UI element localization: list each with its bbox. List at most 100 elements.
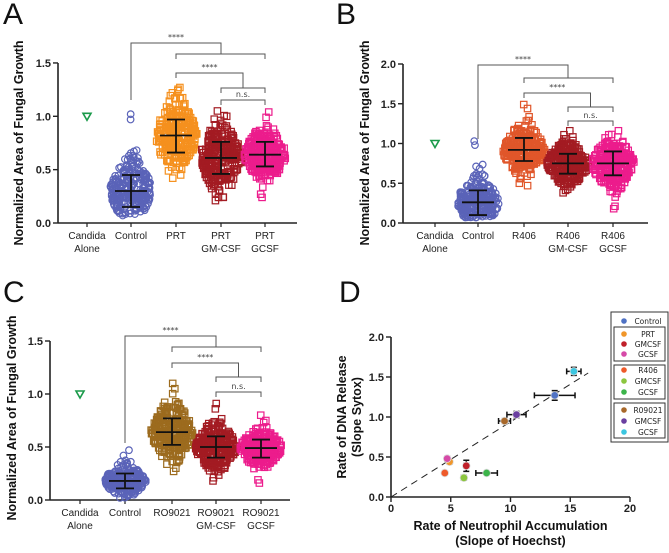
x-axis-title: (Slope of Hoechst) (455, 534, 565, 548)
y-axis-title: Rate of DNA Release (335, 355, 349, 478)
significance-bracket (171, 362, 262, 382)
data-point-circle (488, 196, 497, 205)
data-point-square (199, 164, 208, 173)
data-point-circle (458, 193, 467, 202)
group-control (101, 446, 150, 502)
data-point-square (555, 177, 564, 186)
data-point-square (173, 401, 182, 410)
data-point-circle (114, 207, 122, 216)
data-point-square (611, 202, 619, 211)
data-point-square (176, 171, 185, 179)
category-label: Alone (67, 521, 93, 532)
data-point-circle (115, 164, 124, 172)
data-point-square (246, 144, 254, 153)
x-tick-label: 10 (504, 503, 516, 515)
panel-d: D 0 5 10 15 20 0.0 0.5 1.0 1.5 2.0 Rate of Neutroph… (335, 276, 669, 548)
data-point-square (197, 145, 206, 154)
data-point-square (172, 464, 180, 473)
data-point-square (201, 441, 210, 449)
scatter-point-r09021 (497, 416, 512, 426)
category-label: Alone (74, 244, 100, 255)
data-point-square (213, 107, 222, 115)
data-point-circle (122, 178, 131, 187)
data-point-square (171, 153, 179, 161)
data-point-square (510, 125, 519, 134)
y-axis-title: Normalized Area of Fungal Growth (358, 40, 372, 245)
scatter-point-r406-gmcsf (459, 473, 469, 482)
data-point-square (622, 173, 630, 181)
data-point-circle (130, 477, 139, 486)
y-tick-label: 0.5 (36, 165, 51, 177)
data-point-square (156, 148, 164, 156)
data-point (512, 410, 521, 419)
data-point-square (216, 116, 225, 125)
category-label: PRT (211, 231, 231, 242)
data-point-circle (126, 115, 135, 124)
category-label: Control (462, 231, 494, 242)
x-axis-title: Rate of Neutrophil Accumulation (414, 519, 608, 533)
data-point-square (563, 142, 572, 150)
data-point-square (175, 455, 184, 464)
data-point-square (263, 125, 271, 134)
data-point-square (156, 120, 164, 128)
data-point-circle (133, 165, 142, 174)
data-point-square (161, 434, 170, 443)
data-point-square (254, 130, 263, 139)
data-point-square (158, 452, 166, 461)
y-tick-label: 1.5 (28, 336, 43, 348)
x-tick-label: 15 (564, 503, 576, 515)
y-axis-title: Normalized Area of Fungal Growth (5, 315, 19, 520)
legend-swatch (621, 429, 627, 435)
legend-label: GCSF (638, 428, 658, 437)
data-point-square (246, 149, 255, 157)
data-point-square (530, 140, 538, 148)
group-control (106, 110, 154, 220)
y-axis-title: (Slope Sytox) (350, 377, 364, 457)
category-label: PRT (166, 231, 186, 242)
data-point-circle (136, 191, 145, 200)
data-point-square (186, 113, 195, 122)
data-point-square (266, 429, 275, 437)
data-point-square (256, 411, 265, 420)
category-label: Alone (422, 244, 448, 255)
data-point-circle (119, 482, 128, 491)
data-point-square (209, 473, 218, 482)
x-tick-label: 20 (624, 503, 636, 515)
data-point-square (196, 448, 205, 457)
data-point-circle (136, 207, 145, 216)
y-tick-label: 1.0 (381, 139, 396, 151)
data-point-triangle (429, 139, 441, 150)
scatter-point-prt-gcsf (442, 454, 452, 463)
data-point-square (264, 123, 272, 131)
data-point-square (164, 141, 172, 150)
data-point-square (207, 184, 216, 193)
legend-label: GCSF (638, 350, 658, 359)
data-point-circle (459, 210, 467, 219)
y-tick-label: 1.5 (381, 99, 396, 111)
data-point-square (255, 172, 263, 180)
data-point-square (211, 405, 220, 413)
data-point-square (168, 389, 177, 398)
trend-line (390, 372, 589, 498)
significance-bracket (567, 120, 614, 126)
data-point-square (259, 155, 267, 163)
data-point-square (255, 126, 264, 135)
data-point-square (168, 174, 177, 182)
data-point-circle (130, 490, 138, 499)
category-label: Candida (61, 508, 99, 519)
y-tick-label: 0.0 (381, 218, 396, 230)
data-point-square (156, 116, 164, 124)
data-point-square (551, 165, 560, 173)
significance-label: **** (168, 33, 184, 42)
data-point-square (598, 151, 607, 159)
data-point-square (251, 140, 259, 149)
group-control (454, 137, 503, 222)
data-point-square (176, 83, 184, 92)
data-point-square (629, 155, 637, 163)
data-point (440, 468, 449, 478)
data-point-circle (471, 141, 479, 149)
data-point-square (177, 165, 186, 174)
data-point-square (591, 165, 599, 174)
data-point-square (163, 121, 171, 129)
data-point-circle (480, 200, 489, 209)
